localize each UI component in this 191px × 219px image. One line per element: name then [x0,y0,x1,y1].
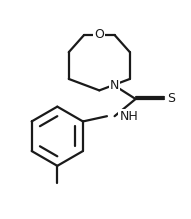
Text: O: O [94,28,104,41]
Text: S: S [167,92,175,106]
Text: N: N [110,79,119,92]
Text: NH: NH [119,110,138,123]
